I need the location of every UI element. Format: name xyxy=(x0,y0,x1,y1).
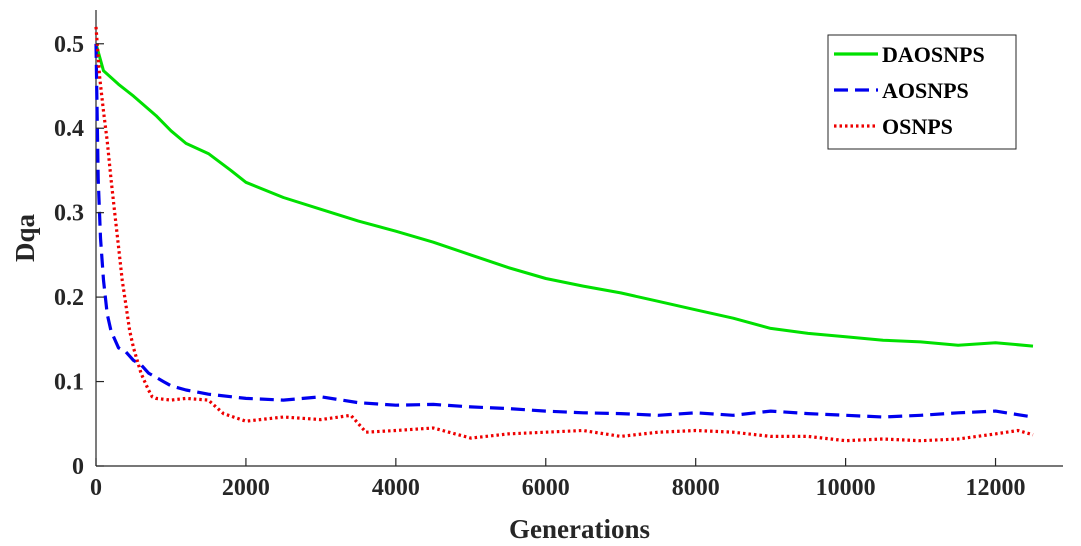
y-tick-label: 0.4 xyxy=(54,116,84,142)
legend-label: OSNPS xyxy=(882,114,953,139)
x-tick-label: 4000 xyxy=(372,475,420,501)
x-tick-label: 10000 xyxy=(816,475,876,501)
x-tick-label: 0 xyxy=(90,475,102,501)
legend-label: AOSNPS xyxy=(882,78,969,103)
y-tick-label: 0.5 xyxy=(54,32,84,58)
x-tick-label: 8000 xyxy=(672,475,720,501)
series-line-daosnps xyxy=(94,43,1034,348)
y-tick-label: 0.1 xyxy=(54,370,84,396)
x-axis-title: Generations xyxy=(509,514,650,544)
y-axis-title: Dqa xyxy=(10,213,40,262)
y-tick-label: 0.2 xyxy=(54,285,84,311)
series-layer xyxy=(94,26,1034,443)
x-tick-label: 6000 xyxy=(522,475,570,501)
x-tick-label: 12000 xyxy=(966,475,1026,501)
axis-ticks: 0 2000 4000 6000 8000 10000 12000 0 0.1 0.2 0.3 0.4… xyxy=(54,32,1026,501)
legend-label: DAOSNPS xyxy=(882,42,985,67)
y-tick-label: 0.3 xyxy=(54,201,84,227)
series-line-aosnps xyxy=(94,43,1034,419)
legend: DAOSNPS AOSNPS OSNPS xyxy=(827,34,1017,150)
y-tick-label: 0 xyxy=(72,454,84,480)
x-tick-label: 2000 xyxy=(222,475,270,501)
